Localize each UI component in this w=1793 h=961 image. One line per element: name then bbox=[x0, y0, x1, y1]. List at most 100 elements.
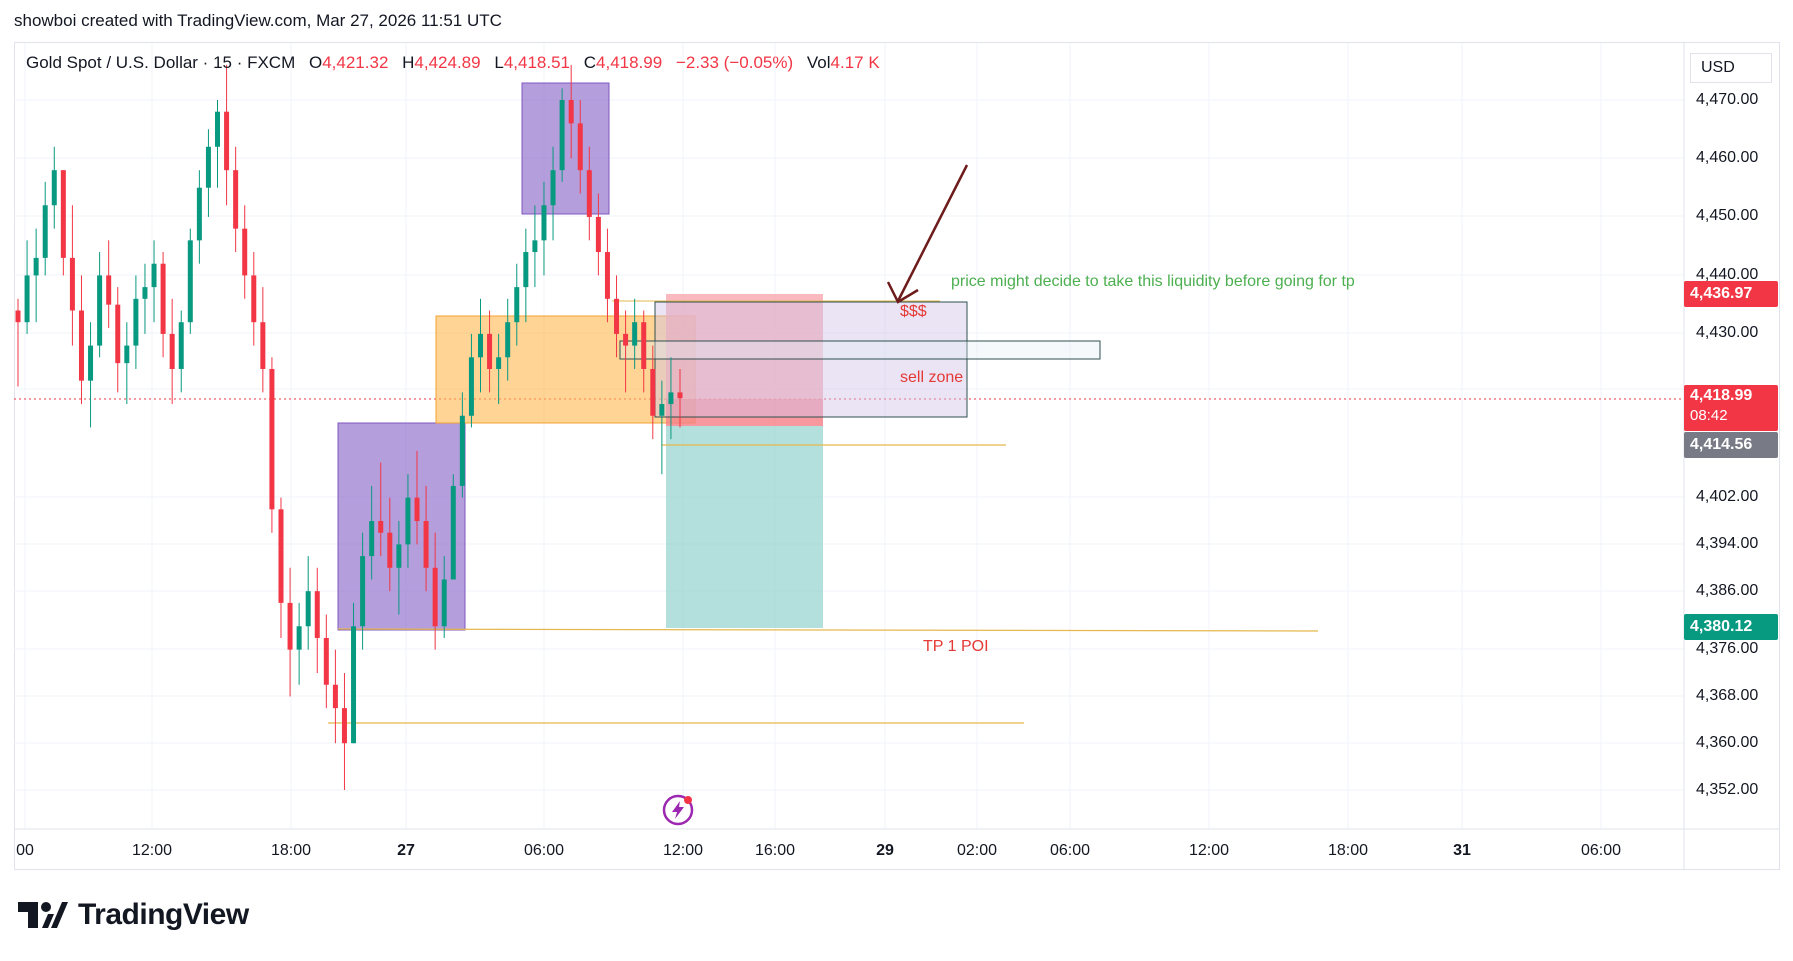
y-tick: 4,386.00 bbox=[1696, 582, 1759, 599]
candle-body bbox=[260, 322, 266, 369]
candle-body bbox=[169, 333, 175, 369]
candle-body bbox=[233, 170, 239, 229]
candle-body bbox=[142, 287, 148, 299]
low-key: L bbox=[494, 53, 504, 72]
tp-guide-line bbox=[337, 628, 1319, 632]
sell-zone-label[interactable]: sell zone bbox=[900, 369, 964, 386]
candle-body bbox=[595, 216, 601, 253]
y-tick: 4,450.00 bbox=[1696, 207, 1759, 224]
x-tick: 02:00 bbox=[956, 842, 998, 859]
candle-body bbox=[632, 322, 638, 346]
symbol-name[interactable]: Gold Spot / U.S. Dollar · 15 · FXCM bbox=[26, 53, 296, 72]
x-tick: 16:00 bbox=[754, 842, 796, 859]
candle-body bbox=[505, 322, 511, 358]
stop-loss-zone bbox=[666, 294, 823, 426]
y-tick: 4,440.00 bbox=[1696, 266, 1759, 283]
x-tick: 06:00 bbox=[1049, 842, 1091, 859]
candle-body bbox=[341, 708, 347, 744]
tp-poi-label[interactable]: TP 1 POI bbox=[923, 638, 989, 655]
candle-body bbox=[314, 591, 320, 638]
symbol-legend[interactable]: Gold Spot / U.S. Dollar · 15 · FXCM O4,4… bbox=[26, 53, 880, 73]
y-tick: 4,430.00 bbox=[1696, 324, 1759, 341]
close-value: 4,418.99 bbox=[596, 53, 663, 72]
candle-body bbox=[69, 257, 75, 311]
volume-key: Vol bbox=[806, 53, 831, 72]
candle-body bbox=[351, 626, 357, 744]
x-tick: 00 bbox=[16, 842, 34, 859]
take-profit-zone bbox=[666, 426, 823, 628]
candle-body bbox=[477, 333, 483, 358]
candle-body bbox=[396, 544, 402, 568]
entry-price-tag: 4,414.56 bbox=[1684, 432, 1778, 458]
volume-value: 4.17 K bbox=[830, 53, 880, 72]
candle-body bbox=[251, 275, 257, 323]
candle-body bbox=[378, 521, 384, 533]
open-value: 4,421.32 bbox=[322, 53, 389, 72]
candle-body bbox=[487, 333, 493, 369]
candle-body bbox=[586, 170, 592, 217]
candle-body bbox=[623, 333, 629, 346]
candle-body bbox=[559, 100, 565, 171]
candle-body bbox=[115, 304, 121, 364]
high-value: 4,424.89 bbox=[414, 53, 481, 72]
chart-frame bbox=[14, 42, 1780, 870]
close-key: C bbox=[583, 53, 597, 72]
candle-body bbox=[468, 357, 474, 416]
high-key: H bbox=[402, 53, 415, 72]
candle-body bbox=[287, 602, 293, 650]
candle-body bbox=[650, 368, 656, 416]
candle-body bbox=[24, 275, 30, 323]
candle-body bbox=[187, 240, 193, 323]
candle-body bbox=[369, 521, 375, 557]
tradingview-logo[interactable]: TradingView bbox=[18, 898, 249, 932]
candle-body bbox=[577, 123, 583, 171]
candle-body bbox=[215, 111, 221, 147]
x-tick: 12:00 bbox=[131, 842, 173, 859]
candle-body bbox=[51, 170, 57, 206]
y-tick: 4,402.00 bbox=[1696, 488, 1759, 505]
y-tick: 4,470.00 bbox=[1696, 91, 1759, 108]
candle-body bbox=[496, 357, 502, 369]
candles-group bbox=[15, 64, 683, 790]
candle-body bbox=[604, 252, 610, 299]
target-price-tag: 4,436.97 bbox=[1684, 281, 1778, 307]
candle-body bbox=[323, 637, 329, 685]
candle-body bbox=[224, 111, 230, 171]
grid-lines bbox=[14, 43, 1684, 829]
candle-body bbox=[78, 310, 84, 381]
candle-body bbox=[450, 485, 456, 580]
candle-body bbox=[641, 322, 647, 369]
currency-selector[interactable]: USD bbox=[1690, 53, 1772, 83]
purple-order-block-high bbox=[521, 82, 610, 215]
candle-body bbox=[677, 392, 683, 399]
y-tick: 4,360.00 bbox=[1696, 734, 1759, 751]
candle-body bbox=[414, 497, 420, 522]
bar-countdown: 08:42 bbox=[1690, 407, 1728, 424]
liquidity-box bbox=[619, 340, 1101, 360]
candle-body bbox=[441, 579, 447, 627]
liquidity-note[interactable]: price might decide to take this liquidit… bbox=[951, 273, 1355, 290]
candle-body bbox=[541, 205, 547, 241]
open-key: O bbox=[308, 53, 323, 72]
y-tick: 4,460.00 bbox=[1696, 149, 1759, 166]
x-tick: 31 bbox=[1453, 842, 1471, 859]
replay-lightning-icon[interactable] bbox=[661, 793, 695, 827]
candle-body bbox=[668, 392, 674, 405]
candle-body bbox=[133, 298, 139, 346]
candle-body bbox=[423, 521, 429, 568]
candle-body bbox=[659, 404, 665, 416]
candle-body bbox=[178, 322, 184, 369]
candle-body bbox=[532, 240, 538, 253]
last-price-tag: 4,418.99 08:42 bbox=[1684, 385, 1778, 431]
candle-body bbox=[88, 345, 94, 381]
candle-body bbox=[523, 252, 529, 288]
tradingview-logo-text: TradingView bbox=[78, 898, 249, 931]
last-price-label: 4,418.99 bbox=[1690, 387, 1753, 404]
x-tick: 12:00 bbox=[662, 842, 704, 859]
candle-body bbox=[33, 257, 39, 276]
candle-body bbox=[360, 556, 366, 627]
liquidity-arrow[interactable] bbox=[886, 164, 969, 304]
liquidity-dollars-label[interactable]: $$$ bbox=[900, 303, 927, 320]
y-tick: 4,394.00 bbox=[1696, 535, 1759, 552]
